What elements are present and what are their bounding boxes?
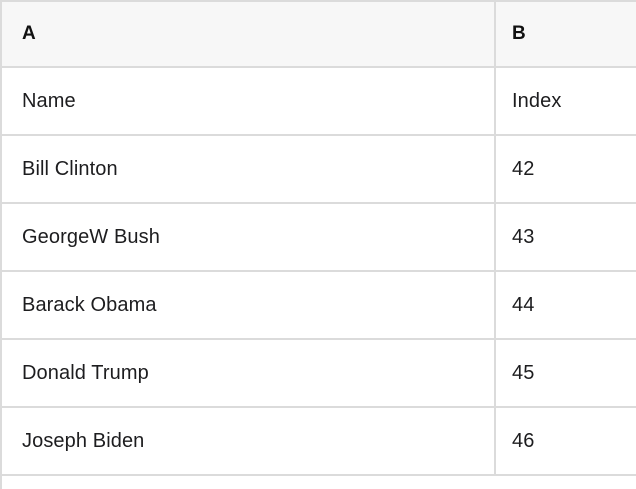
cell-b-46[interactable]: 46 — [496, 408, 636, 474]
cell-b-43[interactable]: 43 — [496, 204, 636, 270]
table-row: Barack Obama 44 — [2, 272, 636, 340]
table-row: Bill Clinton 42 — [2, 136, 636, 204]
cell-text: Index — [512, 89, 562, 112]
table-row: Donald Trump 45 — [2, 340, 636, 408]
cell-a-name[interactable]: Name — [2, 68, 496, 134]
cell-a-georgew-bush[interactable]: GeorgeW Bush — [2, 204, 496, 270]
cell-a-joseph-biden[interactable]: Joseph Biden — [2, 408, 496, 474]
cell-b-index[interactable]: Index — [496, 68, 636, 134]
cell-a-barack-obama[interactable]: Barack Obama — [2, 272, 496, 338]
cell-text: Donald Trump — [22, 361, 149, 384]
table-row: Name Index — [2, 68, 636, 136]
cell-text: 45 — [512, 361, 535, 384]
table-row: Joseph Biden 46 — [2, 408, 636, 476]
cell-b-45[interactable]: 45 — [496, 340, 636, 406]
cell-text: 46 — [512, 429, 535, 452]
cell-text: 44 — [512, 293, 535, 316]
cell-text: Joseph Biden — [22, 429, 145, 452]
cell-b-42[interactable]: 42 — [496, 136, 636, 202]
cell-text: Name — [22, 89, 76, 112]
column-header-b-label: B — [512, 23, 526, 44]
cell-a-donald-trump[interactable]: Donald Trump — [2, 340, 496, 406]
header-row: A B — [2, 2, 636, 68]
cell-text: 42 — [512, 157, 535, 180]
column-header-a-label: A — [22, 23, 36, 44]
cell-text: 43 — [512, 225, 535, 248]
cell-a-bill-clinton[interactable]: Bill Clinton — [2, 136, 496, 202]
cell-text: Bill Clinton — [22, 157, 118, 180]
cell-text: GeorgeW Bush — [22, 225, 160, 248]
column-header-b[interactable]: B — [496, 2, 636, 66]
column-header-a[interactable]: A — [2, 2, 496, 66]
table-row: GeorgeW Bush 43 — [2, 204, 636, 272]
cell-text: Barack Obama — [22, 293, 157, 316]
cell-b-44[interactable]: 44 — [496, 272, 636, 338]
